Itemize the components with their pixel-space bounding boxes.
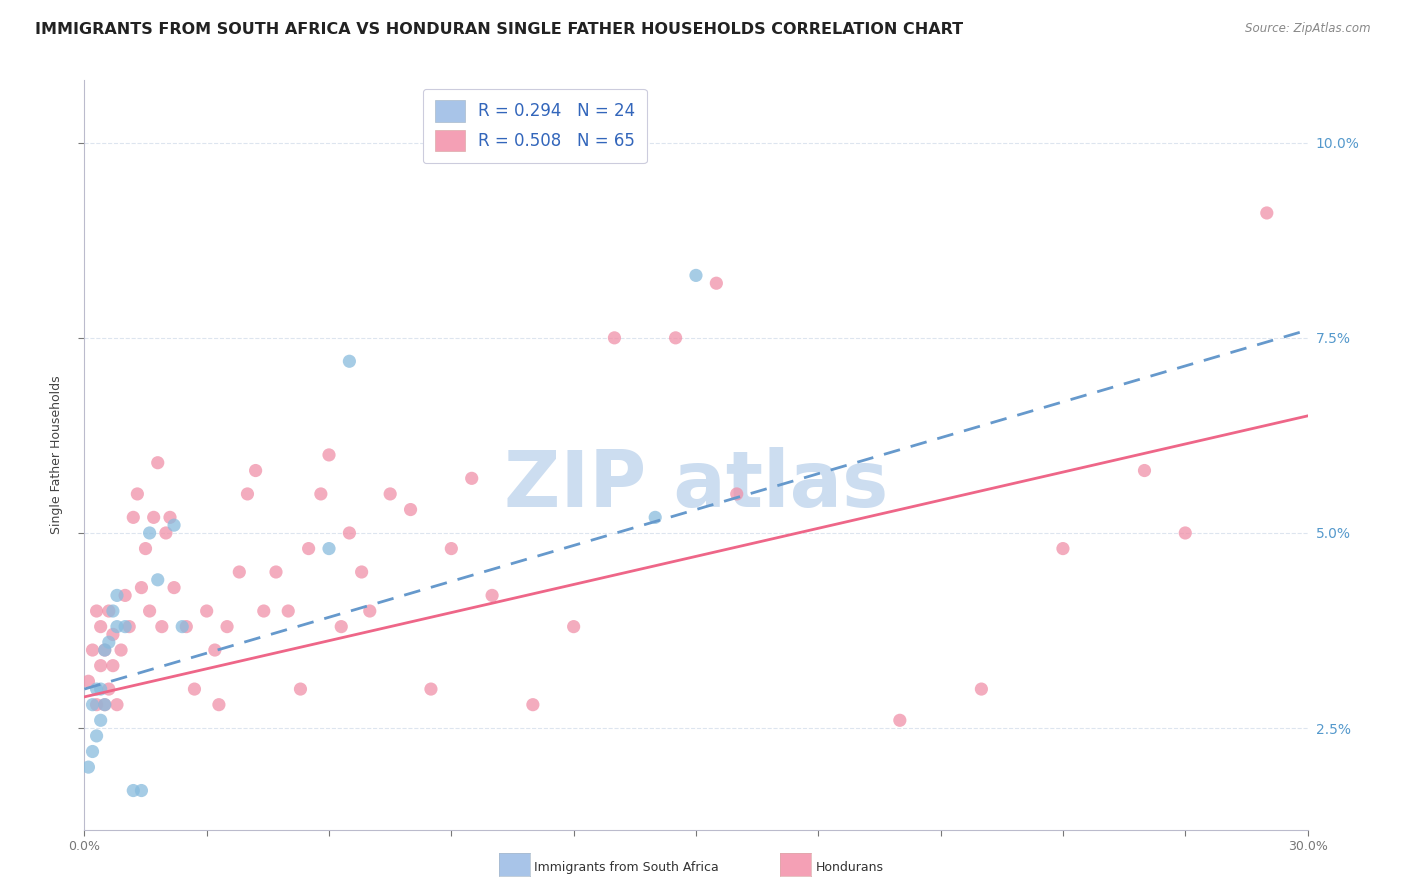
Point xyxy=(706,276,728,290)
Point xyxy=(889,714,911,728)
Point xyxy=(420,682,443,697)
Point xyxy=(86,698,108,712)
Point xyxy=(1256,206,1278,220)
Point xyxy=(330,619,353,633)
Point xyxy=(603,331,626,345)
Point xyxy=(114,589,136,603)
Point xyxy=(245,464,267,478)
Text: ZIP atlas: ZIP atlas xyxy=(503,447,889,523)
Point xyxy=(86,604,108,618)
Point xyxy=(1133,464,1156,478)
Point xyxy=(93,643,115,657)
Point xyxy=(131,581,153,595)
Point xyxy=(77,674,100,689)
Point xyxy=(195,604,218,618)
Point xyxy=(93,643,115,657)
Point xyxy=(440,541,463,556)
Point xyxy=(146,456,169,470)
Point xyxy=(105,589,128,603)
Point xyxy=(264,565,287,579)
Point xyxy=(82,643,104,657)
Point xyxy=(101,627,124,641)
Point xyxy=(159,510,181,524)
Point xyxy=(105,619,128,633)
Point xyxy=(399,502,422,516)
Point xyxy=(644,510,666,524)
Point xyxy=(318,448,340,462)
Point xyxy=(122,783,145,797)
Point xyxy=(101,658,124,673)
Point xyxy=(163,581,186,595)
Point xyxy=(90,682,112,697)
Point xyxy=(90,658,112,673)
Point xyxy=(562,619,585,633)
Point xyxy=(82,744,104,758)
Text: Source: ZipAtlas.com: Source: ZipAtlas.com xyxy=(1246,22,1371,36)
Point xyxy=(105,698,128,712)
Point xyxy=(183,682,205,697)
Point xyxy=(290,682,312,697)
Point xyxy=(82,698,104,712)
Point xyxy=(685,268,707,283)
Point xyxy=(155,526,177,541)
Point xyxy=(101,604,124,618)
Point xyxy=(461,471,484,485)
Point xyxy=(135,541,157,556)
Point xyxy=(1052,541,1074,556)
Point xyxy=(142,510,165,524)
Text: Immigrants from South Africa: Immigrants from South Africa xyxy=(534,861,718,873)
Point xyxy=(277,604,299,618)
Point xyxy=(217,619,239,633)
Point xyxy=(138,526,160,541)
Point xyxy=(127,487,149,501)
Point xyxy=(138,604,160,618)
Point xyxy=(97,604,120,618)
Point xyxy=(93,698,115,712)
Point xyxy=(150,619,173,633)
Point xyxy=(131,783,153,797)
Point xyxy=(174,619,197,633)
Point xyxy=(309,487,332,501)
Point xyxy=(228,565,250,579)
Point xyxy=(380,487,402,501)
Point xyxy=(481,589,503,603)
Point xyxy=(118,619,141,633)
Point xyxy=(172,619,194,633)
Point xyxy=(970,682,993,697)
Point xyxy=(93,698,115,712)
Point xyxy=(90,619,112,633)
Point xyxy=(110,643,132,657)
Point xyxy=(114,619,136,633)
Point xyxy=(204,643,226,657)
Legend: R = 0.294   N = 24, R = 0.508   N = 65: R = 0.294 N = 24, R = 0.508 N = 65 xyxy=(423,88,647,163)
Point xyxy=(350,565,373,579)
Point xyxy=(208,698,231,712)
Point xyxy=(339,354,361,368)
Point xyxy=(236,487,259,501)
Point xyxy=(77,760,100,774)
Point xyxy=(146,573,169,587)
Point xyxy=(298,541,321,556)
Point xyxy=(163,518,186,533)
Point xyxy=(359,604,381,618)
Point xyxy=(1174,526,1197,541)
Point xyxy=(122,510,145,524)
Text: Hondurans: Hondurans xyxy=(815,861,883,873)
Point xyxy=(97,635,120,649)
Point xyxy=(339,526,361,541)
Point xyxy=(97,682,120,697)
Text: IMMIGRANTS FROM SOUTH AFRICA VS HONDURAN SINGLE FATHER HOUSEHOLDS CORRELATION CH: IMMIGRANTS FROM SOUTH AFRICA VS HONDURAN… xyxy=(35,22,963,37)
Point xyxy=(318,541,340,556)
Point xyxy=(86,682,108,697)
Point xyxy=(86,729,108,743)
Point xyxy=(725,487,748,501)
Point xyxy=(522,698,544,712)
Point xyxy=(90,714,112,728)
Y-axis label: Single Father Households: Single Father Households xyxy=(49,376,63,534)
Point xyxy=(253,604,276,618)
Point xyxy=(665,331,688,345)
